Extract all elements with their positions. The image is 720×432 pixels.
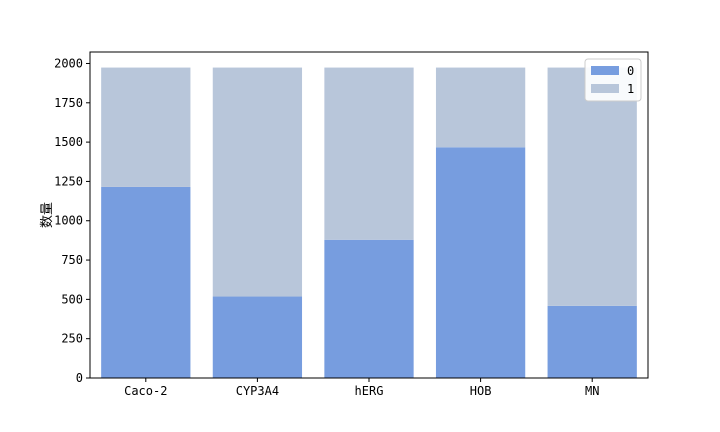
bars-group [101, 67, 637, 378]
x-axis: Caco-2 CYP3A4 hERG HOB MN [124, 378, 599, 398]
x-tick-label: CYP3A4 [236, 384, 279, 398]
y-axis-label: 数量 [40, 202, 55, 228]
bar-MN-series-0 [547, 305, 637, 378]
x-tick-label: hERG [355, 384, 384, 398]
x-tick-label: MN [585, 384, 599, 398]
x-tick-label: Caco-2 [124, 384, 167, 398]
legend-label-0: 0 [627, 64, 634, 78]
y-tick-label: 500 [61, 292, 83, 306]
legend-label-1: 1 [627, 82, 634, 96]
legend-swatch-0 [591, 66, 619, 75]
bar-CYP3A4-series-1 [212, 67, 303, 297]
legend-swatch-1 [591, 84, 619, 93]
y-tick-label: 250 [61, 332, 83, 346]
y-tick-label: 2000 [54, 56, 83, 70]
y-axis: 0 250 500 750 1000 1250 1500 1750 2000 [54, 56, 90, 385]
bar-MN-series-1 [547, 67, 637, 306]
y-tick-label: 1500 [54, 135, 83, 149]
bar-CYP3A4-series-0 [212, 296, 303, 378]
y-tick-label: 1750 [54, 96, 83, 110]
bar-hERG-series-1 [324, 67, 414, 240]
bar-HOB-series-1 [435, 67, 526, 148]
x-tick-label: HOB [470, 384, 492, 398]
plot-frame [89, 51, 649, 379]
bar-HOB-series-0 [435, 147, 526, 378]
y-tick-label: 0 [76, 371, 83, 385]
y-tick-label: 1250 [54, 174, 83, 188]
bar-Caco-2-series-1 [101, 67, 191, 187]
y-tick-label: 750 [61, 253, 83, 267]
y-tick-label: 1000 [54, 214, 83, 228]
bar-hERG-series-0 [324, 239, 414, 378]
bar-Caco-2-series-0 [101, 186, 191, 378]
legend: 01 [584, 58, 642, 102]
